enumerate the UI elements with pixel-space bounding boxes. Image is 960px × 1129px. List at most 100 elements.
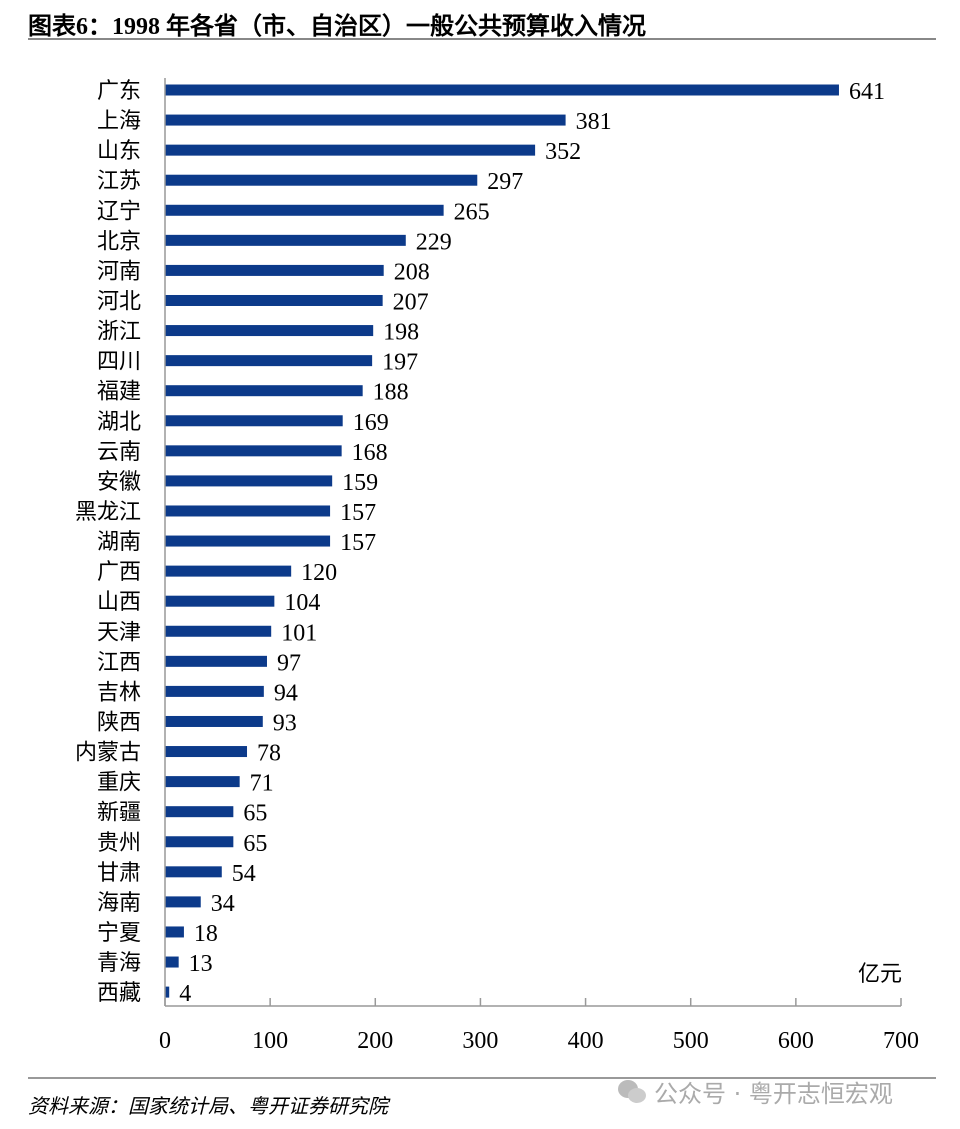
data-label: 34 (211, 891, 235, 917)
category-label: 甘肃 (97, 860, 141, 885)
data-label: 104 (284, 590, 320, 616)
data-label: 54 (232, 861, 256, 887)
bar (165, 355, 373, 367)
title-divider (28, 38, 936, 40)
data-label: 169 (353, 410, 389, 436)
bar (165, 84, 839, 96)
footer-divider (28, 1077, 936, 1079)
data-label: 4 (179, 981, 191, 1007)
bar (165, 926, 184, 938)
bar (165, 204, 444, 216)
category-label: 湖北 (97, 409, 141, 434)
category-label: 河南 (97, 258, 141, 283)
x-tick-label: 0 (159, 1028, 171, 1054)
category-label: 新疆 (97, 800, 141, 825)
bar (165, 655, 267, 667)
data-label: 157 (340, 500, 376, 526)
bar (165, 806, 234, 818)
category-label: 江西 (97, 649, 141, 674)
data-label: 207 (393, 289, 429, 315)
category-label: 山西 (97, 589, 141, 614)
bar (165, 956, 179, 968)
data-label: 208 (394, 259, 430, 285)
category-label: 宁夏 (97, 920, 141, 945)
category-label: 西藏 (97, 980, 141, 1005)
data-label: 229 (416, 229, 452, 255)
data-label: 13 (189, 951, 213, 977)
data-label: 78 (257, 741, 281, 767)
data-label: 168 (352, 440, 388, 466)
category-label: 福建 (97, 379, 141, 404)
category-label: 广东 (97, 78, 141, 103)
watermark: 公众号 · 粤开志恒宏观 (618, 1074, 893, 1109)
bar (165, 776, 240, 788)
data-label: 265 (454, 199, 490, 225)
bar (165, 836, 234, 848)
data-label: 198 (383, 320, 419, 346)
bar (165, 535, 331, 547)
category-label: 上海 (97, 108, 141, 133)
category-label: 重庆 (97, 770, 141, 795)
bar (165, 445, 342, 457)
category-label: 黑龙江 (75, 499, 141, 524)
data-label: 159 (342, 470, 378, 496)
category-label: 海南 (97, 890, 141, 915)
x-tick-label: 200 (357, 1028, 393, 1054)
bar (165, 294, 383, 306)
unit-label: 亿元 (858, 961, 903, 986)
data-label: 97 (277, 650, 301, 676)
bar (165, 114, 566, 126)
data-label: 641 (849, 79, 885, 105)
category-label: 辽宁 (97, 198, 141, 223)
bar (165, 565, 292, 577)
data-label: 94 (274, 680, 298, 706)
source-note: 资料来源：国家统计局、粤开证券研究院 (28, 1096, 388, 1118)
x-tick-label: 100 (252, 1028, 288, 1054)
category-label: 陕西 (97, 709, 141, 734)
data-label: 297 (487, 169, 523, 195)
category-label: 河北 (97, 288, 141, 313)
bar (165, 415, 343, 427)
bar (165, 505, 331, 517)
wechat-icon (618, 1079, 648, 1104)
data-label: 188 (373, 380, 409, 406)
category-label: 湖南 (97, 529, 141, 554)
category-label: 北京 (97, 228, 141, 253)
bar (165, 325, 374, 337)
category-label: 江苏 (97, 168, 141, 193)
category-label: 广西 (97, 559, 141, 584)
bar (165, 625, 272, 637)
bar (165, 595, 275, 607)
data-label: 18 (194, 921, 218, 947)
bar (165, 896, 201, 908)
bar (165, 385, 363, 397)
bar (165, 746, 248, 758)
bar (165, 475, 333, 487)
data-label: 101 (281, 620, 317, 646)
data-label: 93 (273, 710, 297, 736)
category-label: 贵州 (97, 830, 141, 855)
category-label: 浙江 (97, 319, 141, 344)
category-label: 安徽 (97, 469, 141, 494)
category-label: 四川 (97, 349, 141, 374)
data-label: 71 (250, 771, 274, 797)
category-label: 吉林 (97, 679, 141, 704)
data-label: 65 (243, 831, 267, 857)
bar (165, 234, 406, 246)
chart-title: 图表6：1998 年各省（市、自治区）一般公共预算收入情况 (28, 14, 646, 40)
data-label: 352 (545, 139, 581, 165)
x-tick-label: 400 (568, 1028, 604, 1054)
data-label: 197 (382, 350, 418, 376)
category-label: 内蒙古 (75, 740, 141, 765)
bar (165, 685, 264, 697)
data-label: 381 (576, 109, 612, 135)
x-tick-label: 600 (778, 1028, 814, 1054)
category-label: 青海 (97, 950, 141, 975)
data-label: 157 (340, 530, 376, 556)
bar (165, 144, 536, 156)
category-label: 云南 (97, 439, 141, 464)
watermark-text: 公众号 · 粤开志恒宏观 (654, 1080, 893, 1108)
bar (165, 174, 478, 186)
bar (165, 866, 222, 878)
